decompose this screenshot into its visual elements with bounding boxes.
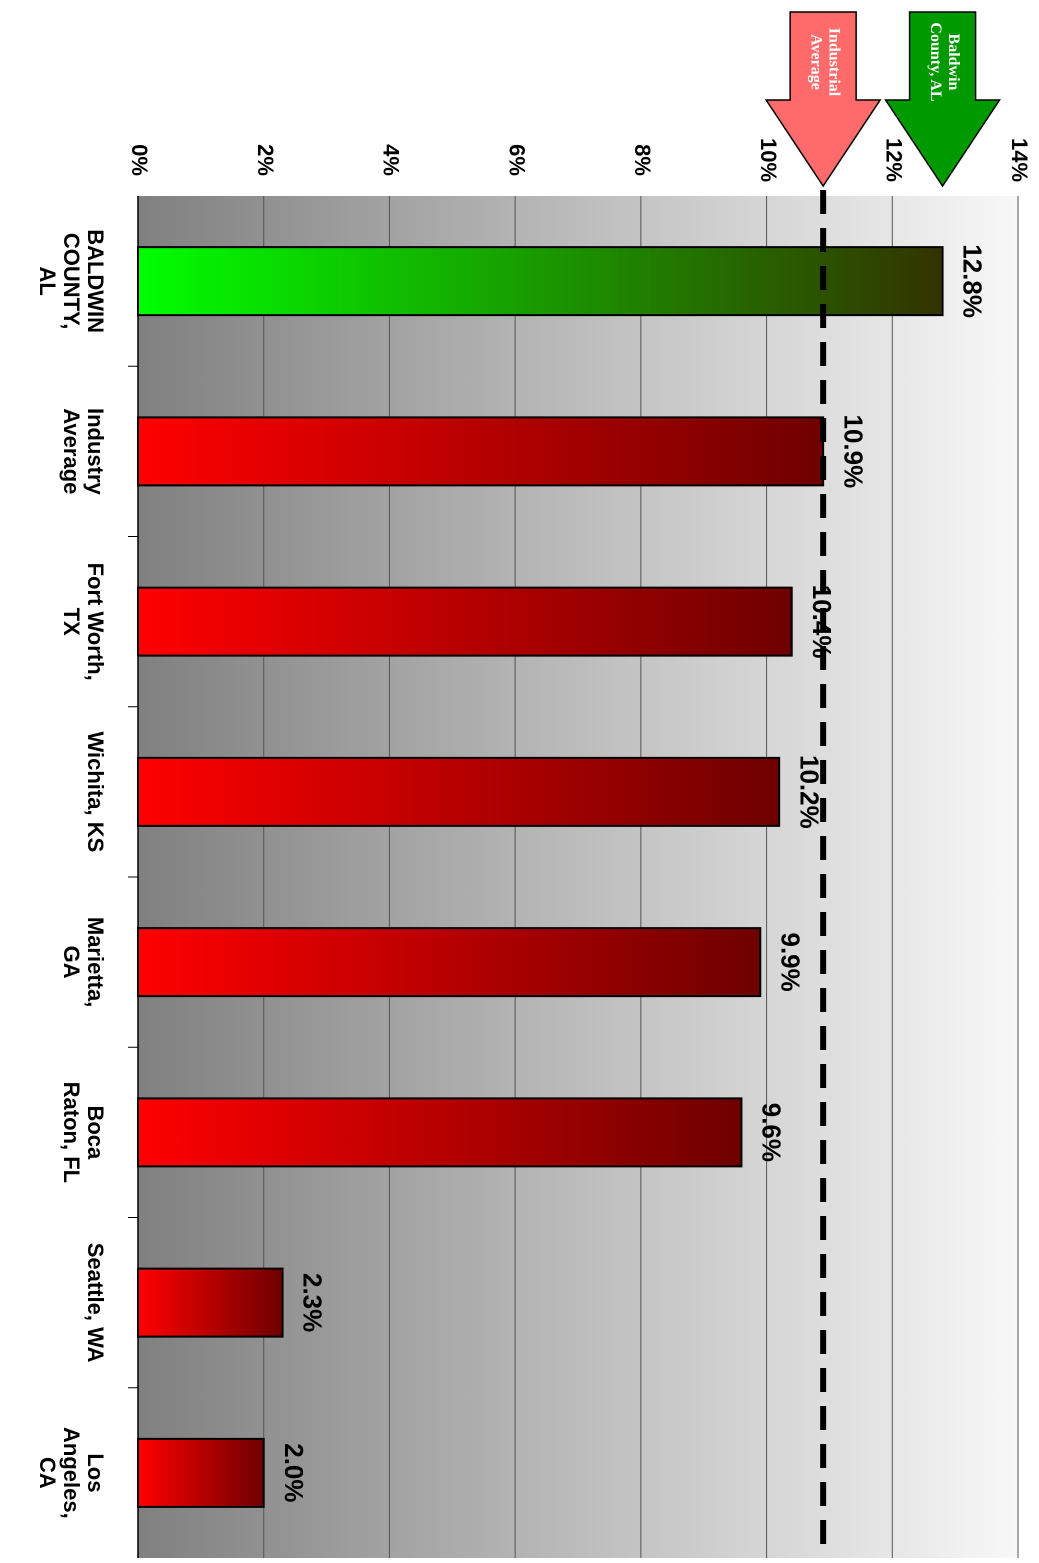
plot-background [138, 196, 1018, 1558]
bar-highlight [137, 246, 944, 317]
category-label: TX [59, 608, 84, 636]
arrow-label: Average [807, 34, 824, 90]
data-label: 2.3% [298, 1273, 328, 1332]
bar [137, 1267, 284, 1338]
category-label: Marietta, [83, 917, 108, 1007]
bar [137, 756, 781, 827]
category-label: GA [59, 946, 84, 979]
data-label: 9.9% [775, 932, 805, 991]
data-label: 2.0% [279, 1443, 309, 1502]
data-label: 9.6% [757, 1103, 787, 1162]
value-tick-label: 6% [504, 144, 529, 176]
data-label: 10.2% [794, 755, 824, 829]
value-tick-label: 8% [630, 144, 655, 176]
arrow-label: County, AL [927, 22, 944, 101]
category-label: Raton, FL [59, 1082, 84, 1183]
bar [137, 416, 825, 487]
value-tick-label: 12% [881, 138, 906, 182]
arrow-label: Industrial [825, 28, 842, 97]
category-label: Boca [83, 1105, 108, 1160]
category-label: Fort Worth, [83, 563, 108, 681]
arrow-label: Baldwin [945, 34, 962, 91]
category-label: Average [59, 408, 84, 494]
value-tick-label: 4% [379, 144, 404, 176]
bar [137, 927, 762, 998]
category-label: Industry [83, 408, 108, 496]
category-label: AL [35, 266, 60, 295]
baldwin-county-arrow [884, 11, 1001, 188]
bar [137, 1437, 265, 1508]
category-label: Los [83, 1453, 108, 1492]
category-label: Seattle, WA [83, 1243, 108, 1363]
category-label: CA [35, 1457, 60, 1489]
bar [137, 586, 793, 657]
category-label: COUNTY, [59, 233, 84, 330]
category-label: BALDWIN [83, 229, 108, 333]
value-tick-label: 0% [127, 144, 152, 176]
industrial-average-arrow [764, 11, 882, 188]
data-label: 10.9% [838, 415, 868, 489]
bar [137, 1097, 743, 1168]
value-tick-label: 14% [1007, 138, 1032, 182]
category-label: Angeles, [59, 1427, 84, 1519]
category-label: Wichita, KS [83, 731, 108, 852]
data-label: 12.8% [958, 244, 988, 318]
value-tick-label: 2% [253, 144, 278, 176]
value-tick-label: 10% [756, 138, 781, 182]
